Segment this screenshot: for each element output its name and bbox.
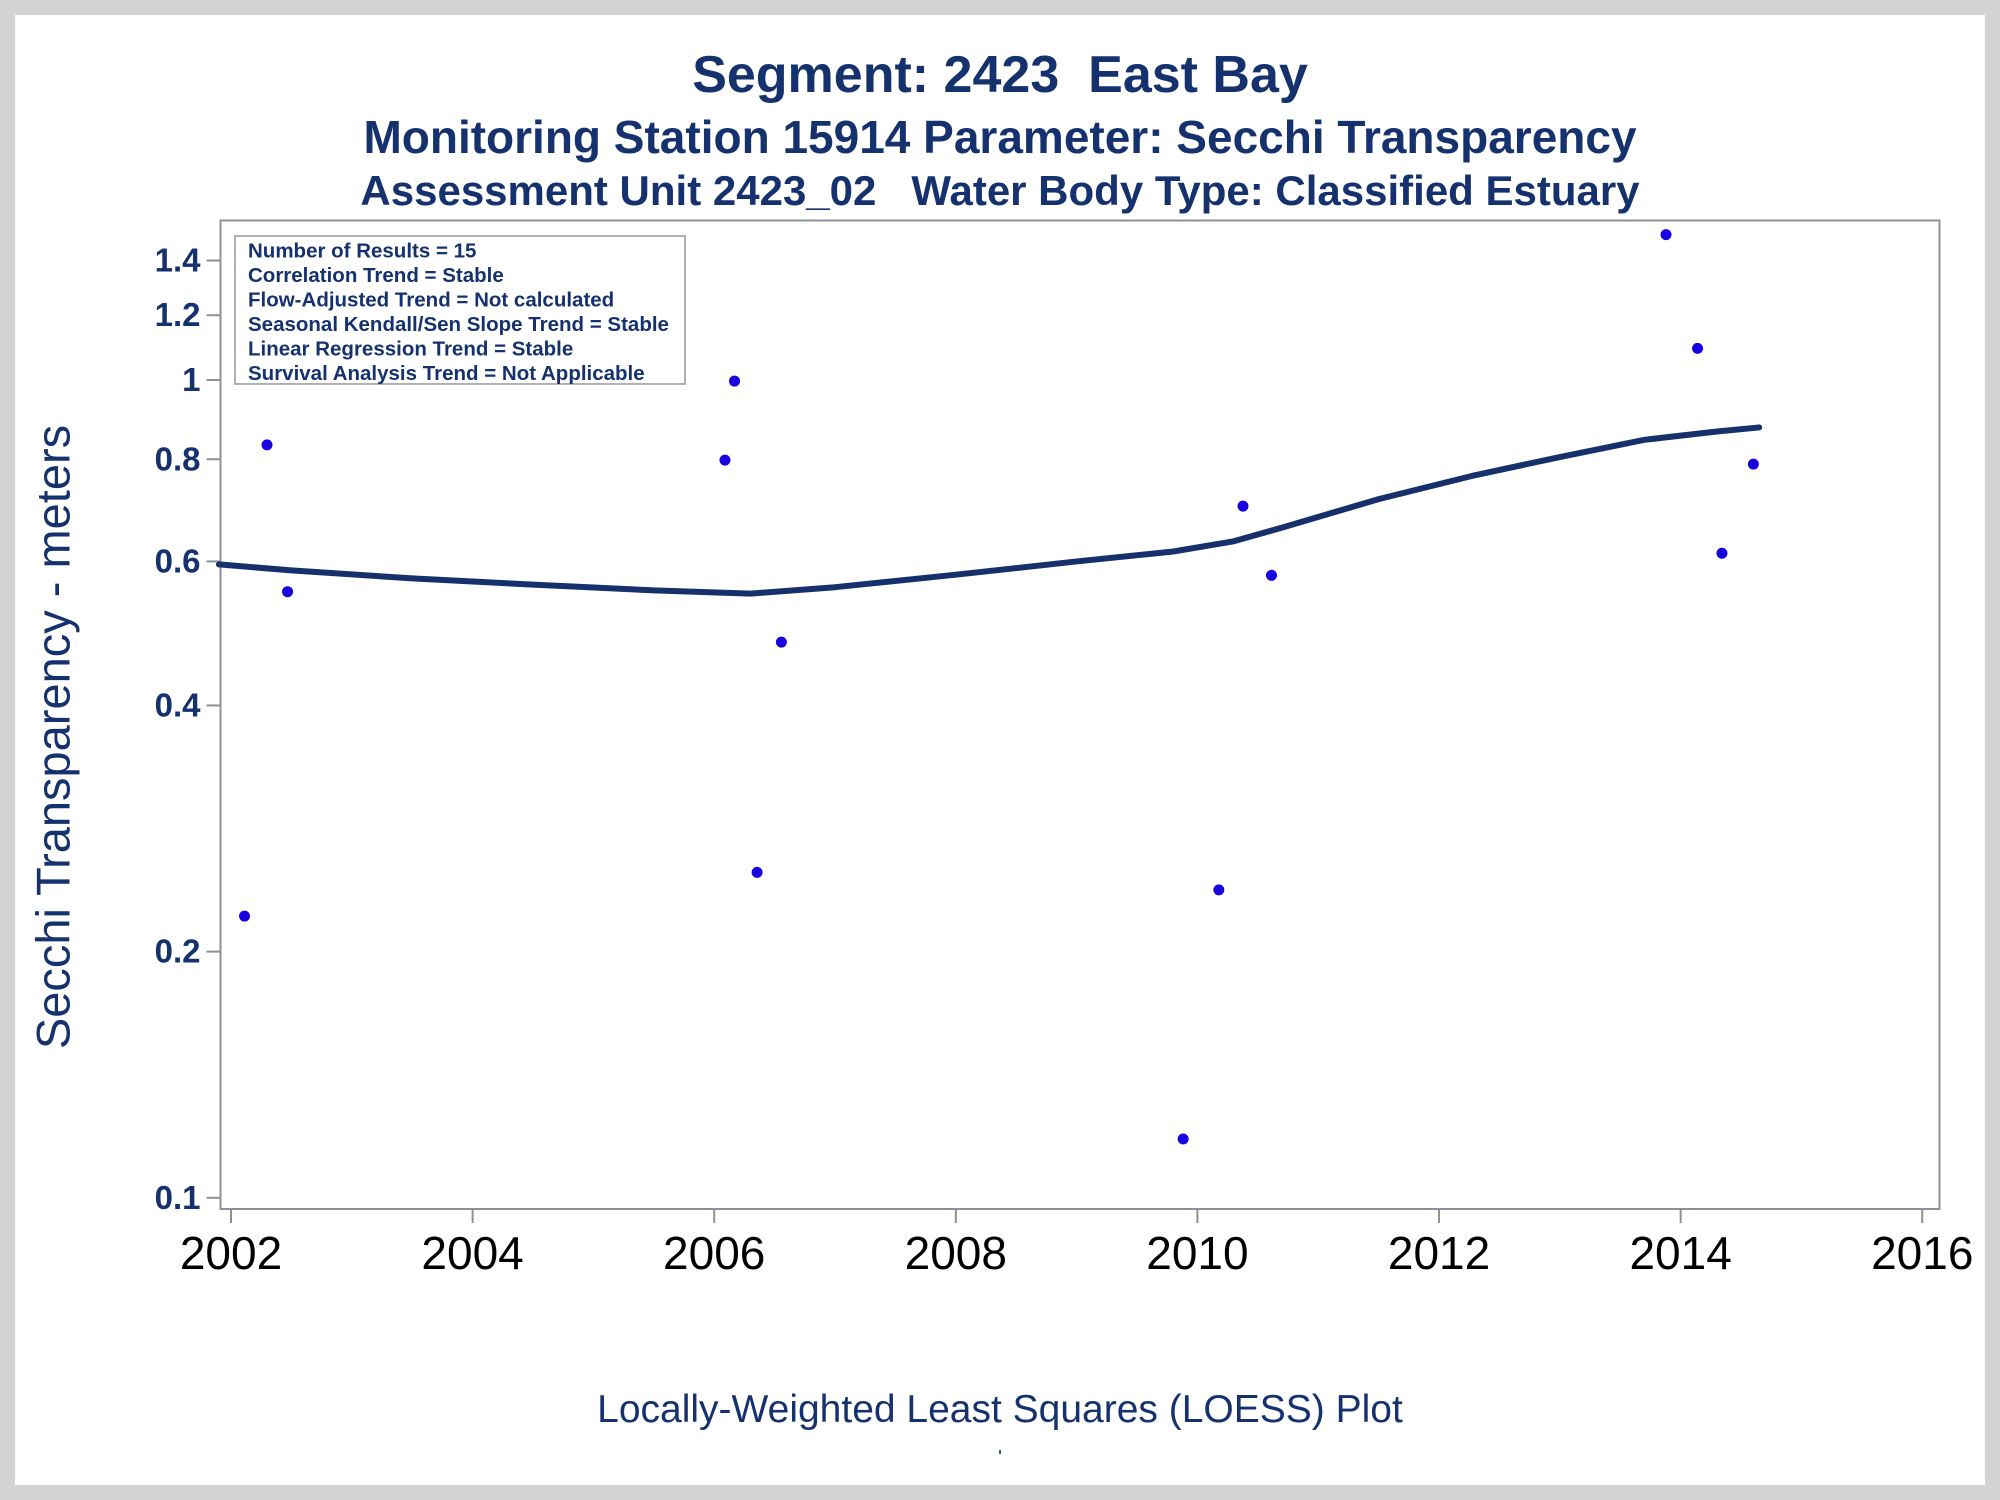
svg-text:2002: 2002 — [180, 1227, 282, 1279]
svg-text:1.4: 1.4 — [155, 242, 202, 279]
svg-text:2016: 2016 — [1871, 1227, 1973, 1279]
svg-text:0.8: 0.8 — [155, 440, 201, 477]
svg-text:0.4: 0.4 — [155, 686, 202, 723]
svg-text:Seasonal Kendall/Sen Slope Tre: Seasonal Kendall/Sen Slope Trend = Stabl… — [248, 313, 669, 336]
svg-text:Survival Analysis Trend = Not: Survival Analysis Trend = Not Applicable — [248, 362, 645, 385]
svg-text:0.6: 0.6 — [155, 542, 201, 579]
svg-text:0.2: 0.2 — [155, 933, 201, 970]
svg-text:2004: 2004 — [421, 1227, 523, 1279]
svg-text:1.2: 1.2 — [155, 296, 201, 333]
svg-text:2006: 2006 — [663, 1227, 765, 1279]
svg-text:Number of Results = 15: Number of Results = 15 — [248, 240, 476, 263]
svg-text:1: 1 — [182, 361, 200, 398]
svg-text:Correlation Trend = Stable: Correlation Trend = Stable — [248, 264, 504, 287]
svg-text:2008: 2008 — [905, 1227, 1007, 1279]
svg-text:Flow-Adjusted Trend = Not calc: Flow-Adjusted Trend = Not calculated — [248, 289, 614, 312]
svg-text:0.1: 0.1 — [155, 1179, 201, 1216]
svg-text:Linear Regression Trend = Stab: Linear Regression Trend = Stable — [248, 338, 573, 361]
svg-text:2014: 2014 — [1629, 1227, 1731, 1279]
svg-text:2010: 2010 — [1146, 1227, 1248, 1279]
svg-text:2012: 2012 — [1388, 1227, 1490, 1279]
